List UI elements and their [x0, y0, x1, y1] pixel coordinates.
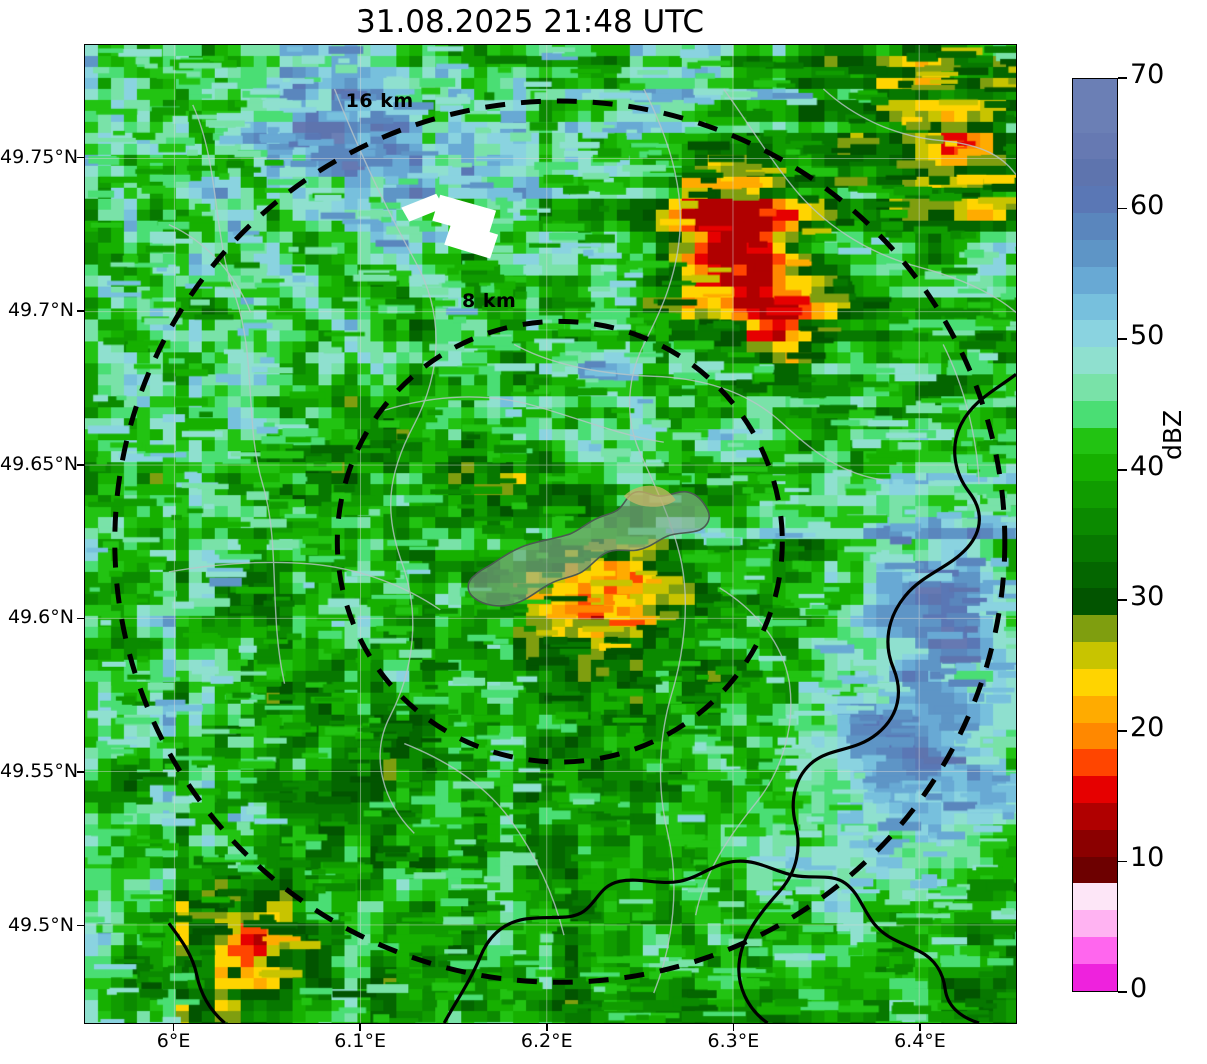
colorbar-band: [1073, 910, 1117, 937]
colorbar-band: [1073, 454, 1117, 482]
colorbar-tick-mark: [1118, 991, 1127, 993]
colorbar-band: [1073, 266, 1117, 294]
colorbar-tick-mark: [1118, 77, 1127, 79]
range-ring: [334, 318, 785, 765]
colorbar-tick-label: 10: [1130, 842, 1165, 874]
latitude-tick-label: 49.55°N: [0, 760, 79, 783]
latitude-tick-label: 49.75°N: [0, 145, 79, 168]
latitude-tick-mark: [77, 156, 84, 159]
colorbar-label: dBZ: [1158, 409, 1187, 460]
colorbar-tick-label: 0: [1130, 973, 1148, 1004]
colorbar-band: [1073, 883, 1117, 911]
colorbar-band: [1073, 186, 1117, 214]
map-overlay: [85, 45, 1016, 1023]
colorbar-tick-label: 40: [1130, 450, 1165, 482]
colorbar-band: [1073, 642, 1117, 669]
colorbar-band: [1073, 749, 1117, 777]
longitude-tick-label: 6.3°E: [707, 1030, 760, 1052]
colorbar-band: [1073, 668, 1117, 696]
colorbar-tick-label: 20: [1130, 711, 1165, 743]
colorbar-band: [1073, 534, 1117, 562]
colorbar-band: [1073, 79, 1117, 106]
colorbar-band: [1073, 937, 1117, 964]
range-ring-label-8km: 8 km: [462, 289, 517, 312]
longitude-tick-label: 6.1°E: [334, 1030, 387, 1052]
colorbar-band: [1073, 615, 1117, 643]
radar-reflectivity-field: [85, 45, 1016, 1023]
colorbar-tick-mark: [1118, 730, 1127, 732]
latitude-tick-mark: [77, 464, 84, 466]
longitude-tick-label: 6.4°E: [894, 1030, 946, 1052]
range-ring-label-16km: 16 km: [345, 89, 414, 112]
colorbar-band: [1073, 776, 1117, 803]
colorbar-band: [1073, 347, 1117, 374]
longitude-tick-mark: [732, 1024, 735, 1031]
latitude-tick-mark: [77, 310, 84, 313]
latitude-tick-label: 49.7°N: [7, 299, 74, 322]
colorbar-band: [1073, 213, 1117, 240]
colorbar-band: [1073, 561, 1117, 589]
colorbar-band: [1073, 802, 1117, 830]
latitude-tick-mark: [77, 924, 84, 927]
colorbar-band: [1073, 373, 1117, 401]
colorbar-band: [1073, 239, 1117, 267]
longitude-tick-mark: [545, 1024, 548, 1031]
longitude-tick-mark: [172, 1024, 175, 1031]
colorbar-tick-mark: [1118, 468, 1127, 471]
latitude-tick-label: 49.65°N: [0, 452, 79, 475]
colorbar-band: [1073, 427, 1117, 455]
graticule-grid: [85, 45, 1016, 1023]
range-ring: [112, 98, 1008, 985]
colorbar-tick-mark: [1118, 207, 1127, 210]
colorbar-band: [1073, 400, 1117, 428]
colorbar-band: [1073, 159, 1117, 187]
city-area: [467, 485, 711, 607]
colorbar-tick-mark: [1118, 860, 1127, 863]
colorbar-band: [1073, 293, 1117, 321]
latitude-tick-label: 49.5°N: [7, 913, 74, 936]
colorbar[interactable]: [1072, 78, 1118, 992]
latitude-tick-label: 49.6°N: [7, 606, 74, 629]
colorbar-band: [1073, 320, 1117, 348]
colorbar-tick-label: 30: [1130, 581, 1165, 613]
colorbar-band: [1073, 963, 1117, 991]
colorbar-band: [1073, 829, 1117, 857]
radar-plot[interactable]: 16 km 8 km: [84, 44, 1017, 1024]
longitude-tick-mark: [919, 1024, 921, 1031]
colorbar-band: [1073, 132, 1117, 160]
colorbar-tick-mark: [1118, 338, 1127, 340]
page-title: 31.08.2025 21:48 UTC: [356, 4, 704, 40]
colorbar-band: [1073, 722, 1117, 750]
colorbar-tick-mark: [1118, 599, 1127, 602]
latitude-tick-mark: [77, 617, 84, 620]
longitude-tick-label: 6°E: [156, 1030, 191, 1052]
colorbar-band: [1073, 588, 1117, 616]
colorbar-band: [1073, 856, 1117, 884]
national-border: [167, 373, 1016, 1023]
colorbar-tick-label: 60: [1130, 189, 1165, 221]
colorbar-tick-label: 70: [1130, 59, 1165, 90]
colorbar-band: [1073, 508, 1117, 535]
colorbar-tick-label: 50: [1130, 320, 1165, 352]
range-rings: [112, 98, 1008, 985]
latitude-tick-mark: [77, 771, 84, 773]
colorbar-band: [1073, 105, 1117, 133]
longitude-tick-label: 6.2°E: [520, 1030, 573, 1052]
colorbar-band: [1073, 695, 1117, 723]
longitude-tick-mark: [359, 1024, 361, 1031]
white-echo-streak: [401, 193, 499, 259]
colorbar-band: [1073, 481, 1117, 508]
